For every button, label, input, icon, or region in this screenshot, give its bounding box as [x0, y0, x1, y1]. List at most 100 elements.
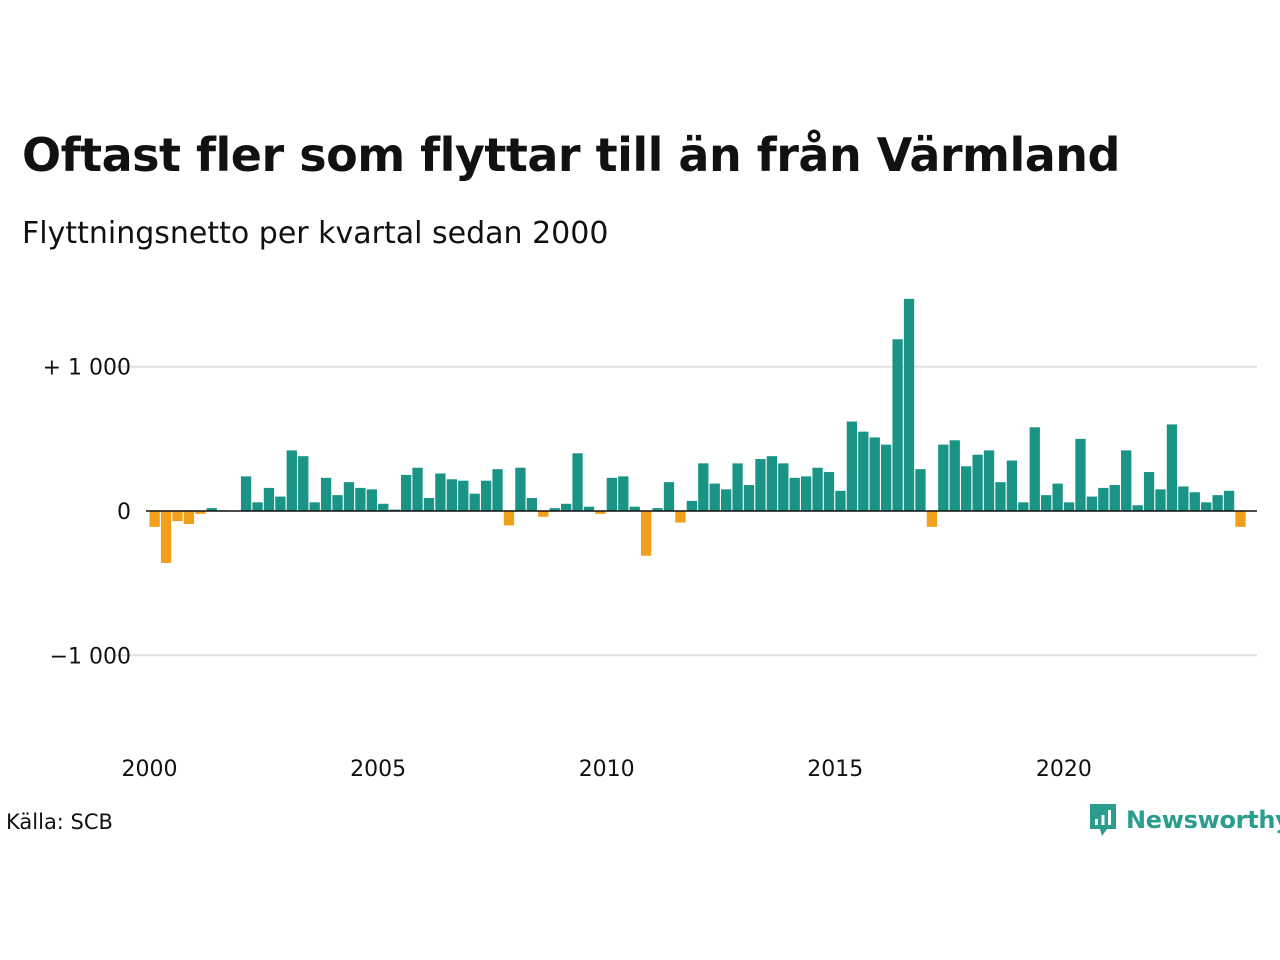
bar	[400, 474, 412, 511]
bar	[1052, 483, 1063, 511]
bar	[560, 503, 572, 511]
x-tick-label: 2005	[350, 757, 406, 782]
bar	[332, 495, 343, 511]
bar	[755, 459, 766, 511]
bar	[652, 508, 663, 511]
bar	[812, 467, 823, 511]
bar	[629, 506, 640, 511]
bar	[1075, 438, 1086, 511]
x-tick-label: 2000	[122, 757, 178, 782]
chart-title: Oftast fler som flyttar till än från Vär…	[22, 128, 1120, 182]
bar	[881, 444, 892, 511]
bar	[595, 511, 606, 514]
bar	[961, 466, 972, 511]
brand-name: Newsworthy	[1126, 806, 1280, 834]
bar	[435, 473, 446, 511]
bar	[709, 483, 720, 511]
bar	[492, 469, 503, 511]
bar	[355, 487, 366, 511]
bar	[1086, 496, 1098, 511]
bar-chart: + 1 000 0 −1 000 2000 2005 2010 2015 2020	[43, 298, 1257, 782]
bar	[1235, 511, 1246, 527]
bar	[1041, 495, 1052, 511]
bar	[1212, 495, 1223, 511]
bar	[618, 476, 629, 511]
bar	[1063, 502, 1075, 511]
bar	[915, 469, 926, 511]
bar	[458, 480, 469, 511]
bar	[640, 511, 652, 556]
bar	[926, 511, 938, 527]
bar	[172, 511, 183, 522]
bar	[1143, 472, 1155, 511]
bar	[378, 503, 389, 511]
bar	[1189, 492, 1200, 511]
bar	[1201, 502, 1212, 511]
x-tick-label: 2015	[807, 757, 863, 782]
bar	[195, 511, 206, 514]
bar	[892, 339, 903, 511]
bar	[423, 498, 435, 511]
bar	[663, 482, 675, 511]
bar	[1109, 485, 1120, 511]
bar	[721, 489, 732, 511]
bar	[778, 463, 789, 511]
bar	[938, 444, 949, 511]
bar	[983, 450, 995, 511]
bar	[1018, 502, 1029, 511]
bar	[972, 454, 983, 511]
bar	[1098, 487, 1109, 511]
bar	[686, 500, 698, 511]
bar	[480, 480, 492, 511]
bar	[469, 493, 480, 511]
x-tick-label: 2010	[579, 757, 635, 782]
bar	[583, 506, 595, 511]
bar	[823, 472, 835, 511]
bar	[732, 463, 743, 511]
bar	[206, 508, 217, 511]
newsworthy-icon	[1090, 804, 1116, 836]
bar	[675, 511, 686, 523]
bar	[526, 498, 537, 511]
newsworthy-logo: Newsworthy	[1088, 802, 1280, 838]
bar	[1132, 505, 1143, 511]
bar	[1223, 490, 1235, 511]
bar	[743, 485, 755, 511]
bar	[446, 479, 457, 511]
bar	[1155, 489, 1166, 511]
x-tick-label: 2020	[1036, 757, 1092, 782]
bar	[515, 467, 526, 511]
bar	[503, 511, 515, 526]
bar	[835, 490, 846, 511]
bar	[606, 477, 617, 511]
bar	[240, 476, 252, 511]
bar	[1178, 486, 1189, 511]
y-tick-label: −1 000	[50, 644, 131, 669]
chart-subtitle: Flyttningsnetto per kvartal sedan 2000	[22, 216, 609, 251]
bar	[789, 477, 800, 511]
bar	[1166, 424, 1178, 511]
bar	[903, 298, 915, 511]
bar	[858, 431, 869, 511]
bar	[869, 437, 880, 511]
bar	[263, 487, 275, 511]
bar	[995, 482, 1006, 511]
bar	[366, 489, 377, 511]
bar	[149, 511, 160, 527]
bar	[183, 511, 195, 524]
bar	[1121, 450, 1132, 511]
bar	[538, 511, 549, 517]
bar	[320, 477, 332, 511]
bar	[252, 502, 263, 511]
bar	[160, 511, 172, 563]
bar	[343, 482, 355, 511]
bar	[286, 450, 297, 511]
y-tick-label: + 1 000	[43, 356, 131, 381]
bar	[949, 440, 960, 511]
bar	[1029, 427, 1040, 511]
bar	[846, 421, 858, 511]
source-note: Källa: SCB	[6, 810, 113, 834]
y-tick-label: 0	[117, 500, 131, 525]
bar	[1006, 460, 1018, 511]
bar	[298, 456, 309, 511]
